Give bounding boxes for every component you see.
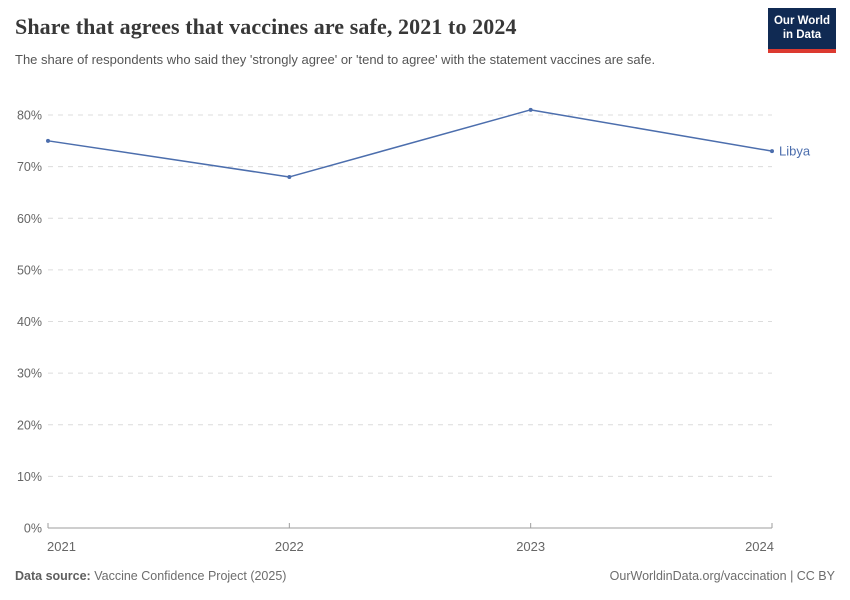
y-axis-tick-label: 50% <box>17 263 42 277</box>
x-axis-tick-label: 2023 <box>516 539 545 554</box>
y-axis-tick-label: 40% <box>17 315 42 329</box>
series-line-libya <box>47 109 773 178</box>
y-axis-tick-label: 0% <box>24 522 42 536</box>
y-axis-tick-label: 20% <box>17 418 42 432</box>
data-source-label: Data source: <box>15 569 91 583</box>
x-axis-tick-label: 2022 <box>275 539 304 554</box>
owid-logo-line1: Our World <box>773 15 830 27</box>
y-axis-tick-label: 70% <box>17 160 42 174</box>
data-point-2022 <box>287 174 292 179</box>
x-axis-tick-label: 2024 <box>745 539 774 554</box>
y-axis-tick-label: 10% <box>17 470 42 484</box>
chart-footer: Data source: Vaccine Confidence Project … <box>15 569 835 583</box>
y-axis-tick-label: 60% <box>17 212 42 226</box>
y-axis-tick-label: 30% <box>17 367 42 381</box>
chart-subtitle: The share of respondents who said they '… <box>15 52 656 67</box>
owid-logo-line2: in Data <box>782 28 822 41</box>
series-end-label: Libya <box>779 144 811 159</box>
chart-title: Share that agrees that vaccines are safe… <box>15 14 517 39</box>
data-point-2024 <box>770 149 774 154</box>
owid-logo: Our World in Data <box>768 8 836 53</box>
y-axis-tick-label: 80% <box>17 109 42 123</box>
footer-credit: OurWorldinData.org/vaccination | CC BY <box>609 569 835 583</box>
data-point-2021 <box>46 138 50 143</box>
x-axis-tick-label: 2021 <box>47 539 76 554</box>
data-point-2023 <box>528 107 533 112</box>
data-source-value: Vaccine Confidence Project (2025) <box>94 569 287 583</box>
data-source: Data source: Vaccine Confidence Project … <box>15 569 286 583</box>
